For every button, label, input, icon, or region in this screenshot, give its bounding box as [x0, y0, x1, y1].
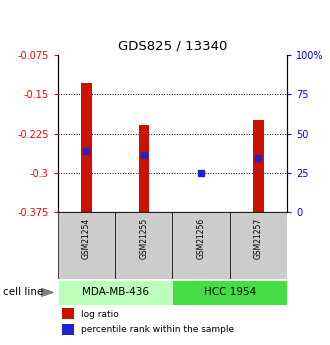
- Bar: [58, 280, 172, 305]
- Text: percentile rank within the sample: percentile rank within the sample: [81, 325, 234, 334]
- Title: GDS825 / 13340: GDS825 / 13340: [118, 40, 227, 53]
- Bar: [172, 280, 287, 305]
- Text: HCC 1954: HCC 1954: [204, 287, 256, 297]
- Text: GSM21257: GSM21257: [254, 218, 263, 259]
- Text: cell line: cell line: [3, 287, 44, 297]
- Text: GSM21256: GSM21256: [197, 218, 206, 259]
- Text: GSM21254: GSM21254: [82, 218, 91, 259]
- Bar: [115, 212, 172, 279]
- Bar: [172, 212, 230, 279]
- Bar: [62, 324, 74, 335]
- Polygon shape: [42, 288, 53, 296]
- Text: GSM21255: GSM21255: [139, 218, 148, 259]
- Text: MDA-MB-436: MDA-MB-436: [82, 287, 148, 297]
- Text: log ratio: log ratio: [81, 310, 118, 319]
- Bar: [253, 120, 264, 212]
- Bar: [58, 212, 115, 279]
- Bar: [62, 308, 74, 319]
- Bar: [230, 212, 287, 279]
- Bar: [81, 83, 92, 212]
- Bar: [139, 125, 149, 212]
